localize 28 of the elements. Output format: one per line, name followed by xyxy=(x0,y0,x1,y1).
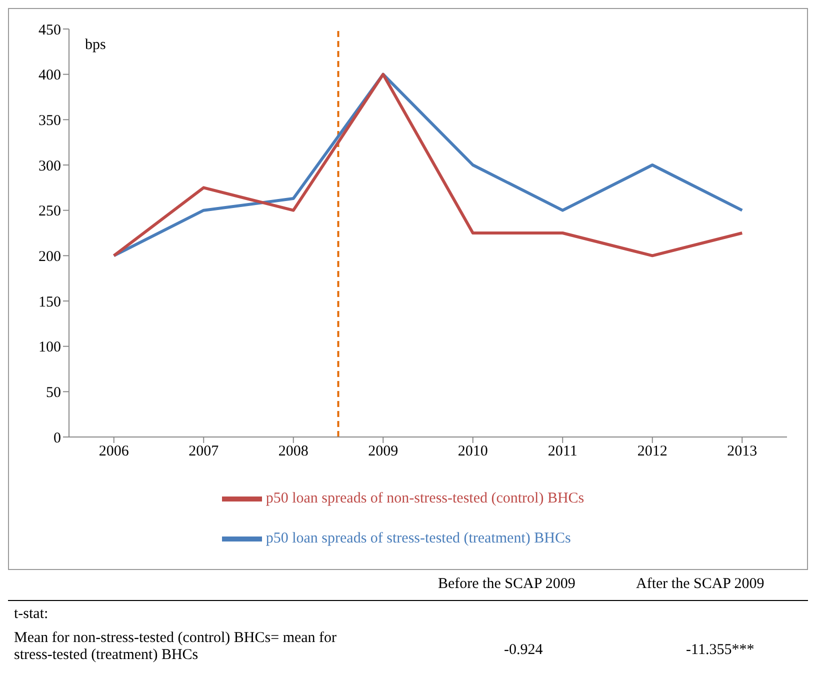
x-tick-label: 2013 xyxy=(727,444,758,460)
y-tick-label: 300 xyxy=(38,158,61,174)
x-tick-label: 2012 xyxy=(637,444,668,460)
text: Mean for non-stress-tested (control) BHCs= mean for stress-tested (treatment) BHCs xyxy=(14,630,338,664)
x-tick-label: 2009 xyxy=(368,444,398,460)
y-tick-label: 100 xyxy=(38,340,61,356)
x-tick-label: 2006 xyxy=(98,444,130,460)
x-tick-label: 2010 xyxy=(458,444,488,460)
y-tick-label: 450 xyxy=(38,22,61,38)
y-tick-label: 400 xyxy=(38,68,61,84)
y-tick-label: 250 xyxy=(38,204,61,220)
legend-label: p50 loan spreads of stress-tested (treatment) BHCs xyxy=(266,530,571,546)
y-tick-label: 0 xyxy=(54,430,61,446)
line-series xyxy=(112,72,744,258)
text: -11.355*** xyxy=(686,642,754,659)
x-tick-label: 2007 xyxy=(188,444,220,460)
y-tick-label: 200 xyxy=(38,248,61,265)
text: -0.924 xyxy=(504,642,543,659)
x-tick-label: 2011 xyxy=(548,444,578,460)
legend-label: p50 loan spreads of non-stress-tested (control) BHCs xyxy=(266,490,584,506)
y-tick-label: 50 xyxy=(46,384,61,401)
text: After the SCAP 2009 xyxy=(636,576,764,593)
y-tick-label: 350 xyxy=(38,112,61,129)
text: t-stat: xyxy=(14,606,48,623)
x-tick-label: 2008 xyxy=(278,444,308,460)
y-tick-label: 150 xyxy=(38,294,61,310)
y-axis-title: bps xyxy=(85,37,106,54)
text: Before the SCAP 2009 xyxy=(438,576,576,593)
